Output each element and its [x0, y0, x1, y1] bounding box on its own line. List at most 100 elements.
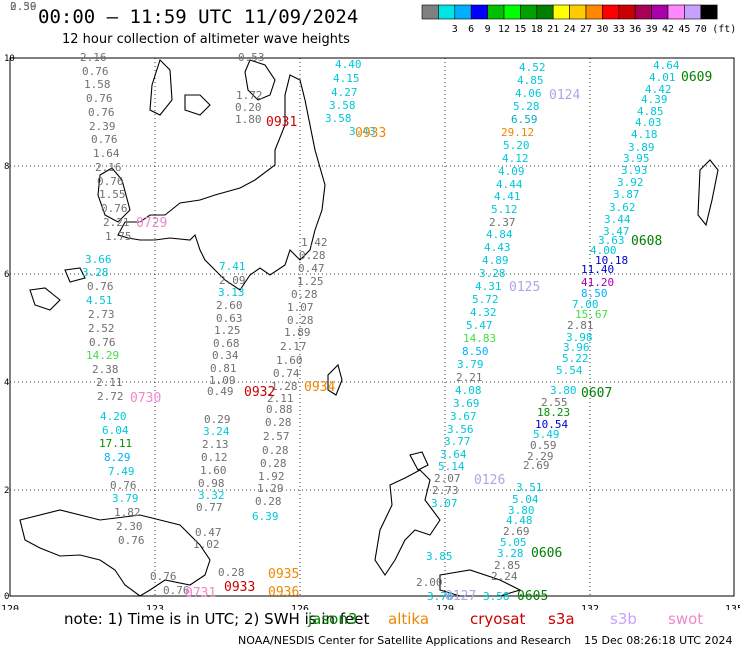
wave-height-value: 0.76 [91, 133, 118, 146]
wave-height-value: 2.72 [97, 390, 124, 403]
wave-height-value: 0.76 [118, 534, 145, 547]
coastline-morotai [409, 451, 429, 471]
pass-time-label: 0731 [185, 586, 216, 601]
wave-height-value: 0.28 [291, 288, 318, 301]
wave-height-value: 2.21 [103, 216, 130, 229]
wave-height-value: 3.79 [457, 358, 484, 371]
wave-height-value: 4.03 [635, 116, 662, 129]
coastline-palau [697, 159, 719, 227]
wave-height-value: 3.51 [516, 481, 543, 494]
wave-height-value: 4.64 [653, 59, 680, 72]
colorbar: 3 6 9 12 15 18 21 24 27 30 33 36 39 42 45 70 (ft) [421, 4, 736, 35]
wave-height-value: 4.43 [484, 241, 511, 254]
wave-height-value: 0.29 [204, 413, 231, 426]
wave-height-value: 2.69 [523, 459, 550, 472]
colorbar-tick-label: 39 [646, 24, 658, 35]
wave-height-value: 0.28 [265, 416, 292, 429]
colorbar-tick-label: 15 [514, 24, 526, 35]
wave-height-value: 3.80 [550, 384, 577, 397]
wave-height-value: 0.53 [238, 51, 265, 64]
wave-height-value: 3.89 [628, 141, 655, 154]
wave-height-value: 4.00 [590, 244, 617, 257]
coastline-samar-leyte [244, 59, 276, 101]
footer-note: note: 1) Time is in UTC; 2) SWH is in fe… [64, 610, 370, 628]
wave-height-value: 1.55 [99, 188, 126, 201]
wave-height-value: 1.25 [214, 324, 241, 337]
pass-time-label: 0934 [304, 380, 335, 395]
wave-height-value: 0.81 [210, 362, 237, 375]
wave-height-value: 0.28 [260, 457, 287, 470]
wave-height-value: 4.31 [475, 280, 502, 293]
wave-height-value: 4.20 [100, 410, 127, 423]
wave-height-value: 4.40 [335, 58, 362, 71]
wave-height-value: 6.59 [511, 113, 538, 126]
wave-height-value: 29.12 [501, 126, 534, 139]
pass-time-label: 0609 [681, 70, 712, 85]
colorbar-tick-label: 30 [596, 24, 608, 35]
satellite-legend-item: s3a [548, 610, 575, 628]
wave-height-value: 1.72 [236, 89, 263, 102]
wave-height-value: 0.28 [299, 249, 326, 262]
colorbar-tick-label: 6 [468, 24, 474, 35]
wave-height-value: 3.58 [329, 99, 356, 112]
latitude-tick-label: 10 [4, 54, 15, 64]
wave-height-value: 1.28 [271, 380, 298, 393]
wave-height-value: 4.39 [641, 93, 668, 106]
wave-height-value: 4.06 [515, 87, 542, 100]
pass-time-label: 0729 [136, 216, 167, 231]
pass-time-label: 0125 [509, 280, 540, 295]
wave-height-value: 0.76 [97, 175, 124, 188]
coastline-talaud [327, 363, 343, 396]
longitude-tick-label: 132 [581, 604, 599, 610]
wave-height-value: 0.76 [163, 584, 190, 597]
wave-height-value: 2.16 [80, 51, 107, 64]
wave-height-value: 3.87 [613, 188, 640, 201]
coastline-zamboanga [97, 167, 131, 223]
wave-height-value: 41.20 [581, 276, 614, 289]
wave-height-value: 1.58 [84, 78, 111, 91]
coastline-new-guinea-tip [439, 569, 522, 597]
wave-height-value: 4.85 [637, 105, 664, 118]
wave-height-value: 4.09 [498, 165, 525, 178]
wave-height-value: 3.47 [603, 225, 630, 238]
wave-height-value: 2.24 [491, 570, 518, 583]
wave-height-value: 14.29 [86, 349, 119, 362]
wave-height-value: 3.64 [440, 448, 467, 461]
wave-height-value: 2.17 [280, 340, 307, 353]
wave-height-value: 3.28 [497, 547, 524, 560]
wave-height-value: 1.64 [93, 147, 120, 160]
wave-height-value: 3.80 [508, 504, 535, 517]
wave-height-value: 3.77 [444, 435, 471, 448]
wave-height-value: 3.28 [479, 267, 506, 280]
wave-height-value: 0.76 [86, 92, 113, 105]
pass-time-label: 0935 [268, 567, 299, 582]
latitude-tick-label: 6 [4, 270, 9, 280]
wave-height-value: 0.59 [10, 0, 37, 13]
longitude-tick-label: 120 [1, 604, 19, 610]
pass-time-label: 0126 [474, 473, 505, 488]
colorbar-tick-label: 21 [547, 24, 559, 35]
wave-height-value: 5.28 [513, 100, 540, 113]
wave-height-value: 3.62 [609, 201, 636, 214]
wave-height-value: 3.58 [325, 112, 352, 125]
wave-height-value: 1.82 [114, 506, 141, 519]
wave-height-value: 2.85 [494, 559, 521, 572]
wave-height-value: 0.34 [212, 349, 239, 362]
wave-height-value: 8.50 [581, 287, 608, 300]
wave-height-value: 3.69 [453, 397, 480, 410]
wave-height-value: 2.73 [88, 308, 115, 321]
wave-height-value: 0.63 [216, 312, 243, 325]
wave-height-value: 3.96 [563, 341, 590, 354]
wave-height-value: 2.11 [267, 392, 294, 405]
wave-height-value: 0.77 [196, 501, 223, 514]
wave-height-value: 2.55 [541, 396, 568, 409]
colorbar-tick-label: 12 [498, 24, 510, 35]
satellite-legend-item: cryosat [470, 610, 526, 628]
wave-height-value: 0.76 [101, 202, 128, 215]
wave-height-value: 11.40 [581, 263, 614, 276]
wave-height-value: 3.67 [450, 410, 477, 423]
wave-height-value: 18.23 [537, 406, 570, 419]
axes: 120 123 126 129 132 135 10 8 6 4 2 0 [1, 54, 740, 610]
wave-height-value: 5.12 [491, 203, 518, 216]
